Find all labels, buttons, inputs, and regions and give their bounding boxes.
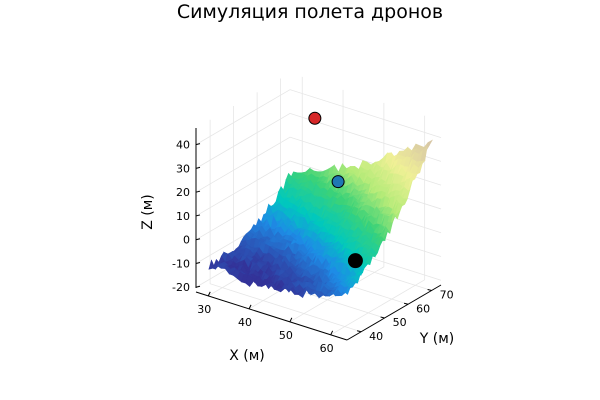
z-tick-mark <box>195 238 201 241</box>
y-axis-label: Y (м) <box>419 331 455 347</box>
x-tick-mark <box>248 304 252 310</box>
z-tick-label: 20 <box>176 186 190 199</box>
z-tick-mark <box>195 143 201 146</box>
y-tick-label: 50 <box>393 316 407 329</box>
z-gridline <box>195 112 442 169</box>
drone-marker <box>331 175 345 189</box>
y-tick-label: 40 <box>369 330 383 343</box>
x-axis-line <box>195 291 348 341</box>
drone-marker <box>308 111 322 125</box>
drone-marker <box>347 253 363 269</box>
y-tick-mark <box>380 316 385 319</box>
y-axis-line <box>346 284 442 341</box>
z-gridline <box>195 89 442 145</box>
chart-title: Симуляция полета дронов <box>177 1 443 23</box>
z-tick-mark <box>195 261 201 264</box>
z-tick-mark <box>195 285 201 288</box>
x-tick-label: 40 <box>238 316 252 329</box>
y-tick-label: 70 <box>440 289 454 302</box>
z-tick-label: 40 <box>176 139 190 152</box>
z-tick-mark <box>195 214 201 217</box>
z-tick-label: 0 <box>183 234 190 247</box>
z-tick-label: 30 <box>176 162 190 175</box>
z-tick-mark <box>195 190 201 193</box>
y-tick-label: 60 <box>416 302 430 315</box>
y-gridline <box>209 119 362 333</box>
y-tick-mark <box>356 330 362 333</box>
x-gridline <box>330 115 426 336</box>
axes: -20 -10 0 10 20 30 40 30 40 50 60 40 50 60 70 <box>172 128 454 355</box>
drone-markers <box>308 111 363 269</box>
x-tick-mark <box>289 317 293 323</box>
x-tick-label: 50 <box>279 329 293 342</box>
x-tick-label: 60 <box>320 342 334 355</box>
x-axis-label: X (м) <box>229 348 265 364</box>
surface-patch <box>343 287 351 295</box>
y-tick-mark <box>403 302 409 305</box>
surface <box>208 139 433 299</box>
z-tick-label: 10 <box>176 210 190 223</box>
x-tick-mark <box>207 291 211 297</box>
x-tick-label: 30 <box>197 303 211 316</box>
z-tick-label: -20 <box>172 281 190 294</box>
z-tick-label: -10 <box>172 257 190 270</box>
y-tick-mark <box>427 289 432 291</box>
x-tick-mark <box>330 330 334 336</box>
z-tick-mark <box>195 166 201 169</box>
z-axis-label: Z (м) <box>140 194 156 230</box>
